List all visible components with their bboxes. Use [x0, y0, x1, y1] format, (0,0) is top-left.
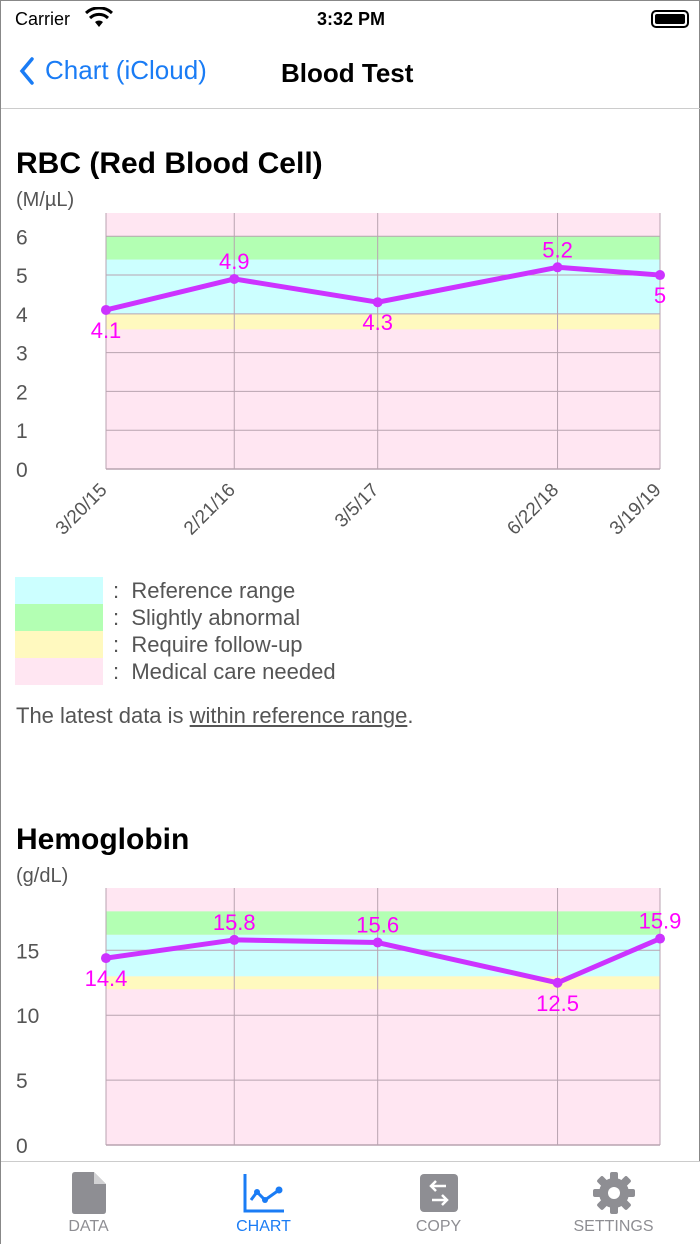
legend-swatch [15, 577, 103, 604]
back-button[interactable]: Chart (iCloud) [19, 55, 207, 86]
legend-item-followup: : Require follow-up [15, 631, 336, 658]
tab-label: DATA [68, 1218, 109, 1235]
band-slight [106, 911, 660, 935]
tab-bar: DATA CHART COPY SETTINGS [1, 1161, 700, 1245]
legend-swatch [15, 604, 103, 631]
data-point [101, 304, 111, 315]
y-tick-label: 1 [16, 420, 28, 443]
data-point [552, 262, 563, 273]
data-point [372, 297, 383, 308]
hemoglobin-title: Hemoglobin [16, 823, 190, 856]
y-tick-label: 4 [16, 304, 28, 327]
y-tick-label: 10 [16, 1005, 39, 1028]
data-point [229, 273, 240, 284]
latest-suffix: . [407, 703, 414, 728]
legend-label: : Reference range [113, 577, 296, 603]
tab-label: CHART [236, 1218, 291, 1235]
x-tick-label: 3/19/19 [606, 480, 666, 540]
data-label: 12.5 [536, 991, 579, 1016]
rbc-title: RBC (Red Blood Cell) [16, 147, 323, 180]
y-tick-label: 0 [16, 459, 28, 482]
legend-label: : Slightly abnormal [113, 604, 301, 630]
rbc-chart: 0 1 2 3 4 5 6 3/20/15 2/21/16 3/5/17 6/22/18 3/19/1… [16, 213, 666, 540]
hemoglobin-chart: 0 5 10 15 14.4 15.8 15.6 12.5 15.9 [16, 888, 682, 1158]
tab-label: SETTINGS [573, 1218, 654, 1235]
carrier: Carrier [15, 9, 71, 29]
tab-settings[interactable]: SETTINGS [526, 1162, 700, 1245]
latest-prefix: The latest data is [16, 703, 190, 728]
x-tick-label: 6/22/18 [503, 480, 563, 540]
band-slight [106, 236, 660, 260]
chevron-left-icon [19, 56, 34, 85]
x-tick-label: 3/5/17 [331, 480, 383, 532]
latest-status: The latest data is within reference rang… [16, 703, 413, 729]
data-label: 5 [654, 283, 666, 308]
y-tick-label: 0 [16, 1135, 28, 1158]
data-label: 14.4 [85, 966, 128, 991]
legend-swatch [15, 658, 103, 685]
battery-icon [651, 10, 689, 28]
y-tick-label: 5 [16, 1070, 28, 1093]
legend-swatch [15, 631, 103, 658]
x-tick-label: 3/20/15 [52, 480, 112, 540]
y-tick-label: 15 [16, 940, 39, 963]
tab-chart[interactable]: CHART [176, 1162, 351, 1245]
copy-icon [419, 1174, 458, 1218]
document-icon [71, 1172, 106, 1218]
tab-data[interactable]: DATA [1, 1162, 176, 1245]
clock: 3:32 PM [316, 9, 386, 29]
y-tick-label: 5 [16, 265, 28, 288]
y-tick-label: 2 [16, 381, 28, 404]
data-label: 15.8 [213, 910, 256, 935]
rbc-unit: (M/µL) [16, 189, 75, 211]
data-point [655, 270, 665, 281]
data-point [101, 953, 111, 964]
data-label: 5.2 [542, 237, 573, 262]
reference-range-link[interactable]: within reference range [189, 703, 408, 728]
legend-item-medical: : Medical care needed [15, 658, 336, 685]
data-label: 15.9 [639, 909, 682, 934]
band-followup [106, 976, 660, 990]
wifi-icon [85, 7, 113, 27]
legend-label: : Medical care needed [113, 658, 336, 684]
chart-icon [243, 1174, 285, 1218]
tab-label: COPY [415, 1218, 462, 1235]
y-tick-label: 3 [16, 343, 28, 366]
data-point [655, 933, 665, 944]
data-point [552, 977, 563, 988]
band-reference [106, 934, 660, 977]
data-point [229, 934, 240, 945]
y-tick-label: 6 [16, 226, 28, 249]
x-tick-label: 2/21/16 [180, 480, 240, 540]
status-bar: Carrier 3:32 PM [1, 1, 700, 37]
band-followup [106, 313, 660, 330]
gear-icon [592, 1172, 635, 1218]
data-label: 4.9 [219, 249, 250, 274]
tab-copy[interactable]: COPY [351, 1162, 526, 1245]
page-title: Blood Test [281, 58, 414, 88]
legend: : Reference range: Slightly abnormal: Re… [15, 577, 336, 685]
legend-item-slight: : Slightly abnormal [15, 604, 336, 631]
legend-label: : Require follow-up [113, 631, 303, 657]
data-point [372, 937, 383, 948]
data-label: 4.3 [362, 310, 393, 335]
data-label: 15.6 [356, 913, 399, 938]
hemoglobin-unit: (g/dL) [16, 865, 69, 887]
data-label: 4.1 [91, 318, 122, 343]
navigation-bar: Chart (iCloud) Blood Test [1, 37, 700, 109]
back-label: Chart (iCloud) [45, 55, 207, 85]
legend-item-reference: : Reference range [15, 577, 336, 604]
